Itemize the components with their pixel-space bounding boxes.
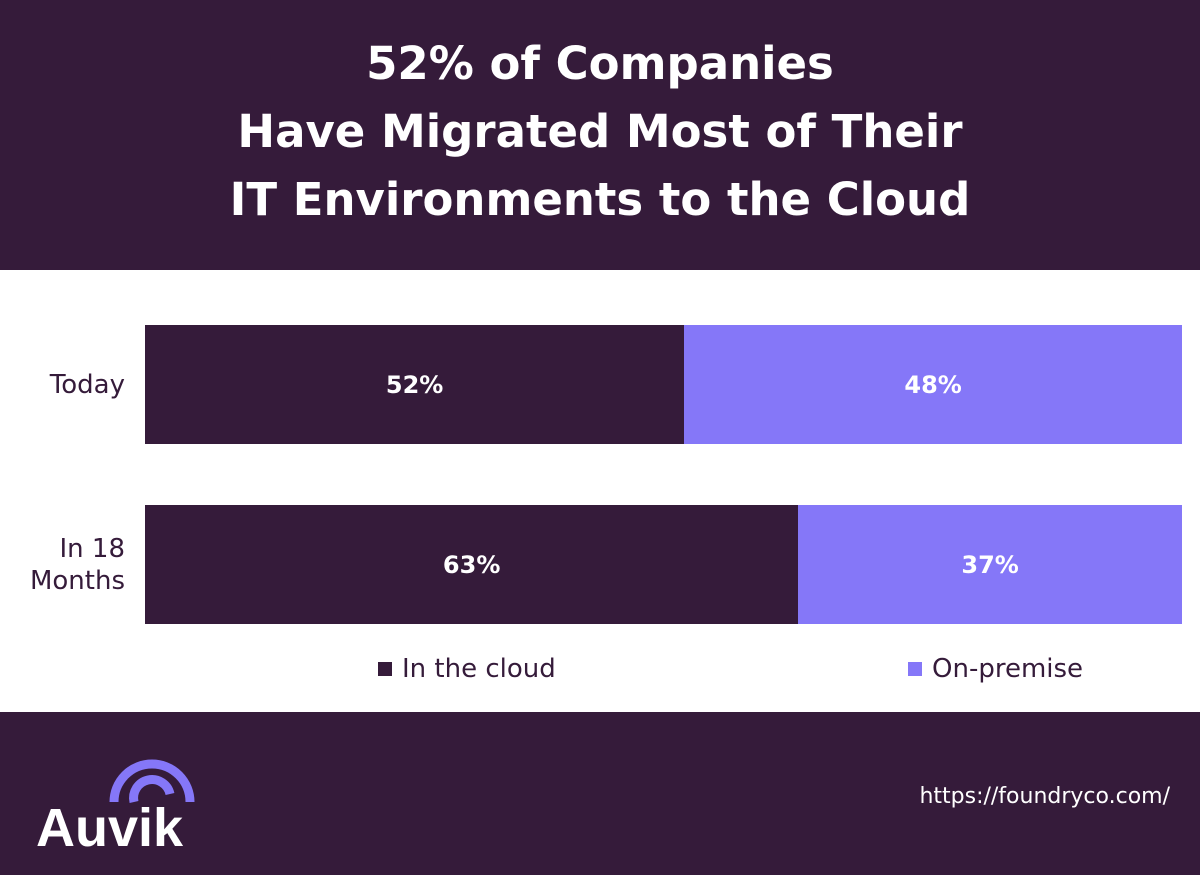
source-url: https://foundryco.com/ — [919, 784, 1170, 809]
legend-label: On-premise — [932, 654, 1084, 684]
title-line-1: 52% of Companies — [366, 37, 834, 90]
logo-text: Auvik — [36, 798, 184, 852]
bar-segment: 52% — [145, 325, 685, 444]
title-line-3: IT Environments to the Cloud — [229, 173, 971, 226]
bar-segment: 48% — [684, 325, 1182, 444]
data-label: 63% — [442, 550, 501, 579]
legend-swatch — [908, 662, 922, 676]
data-label: 52% — [385, 370, 444, 399]
chart-title: 52% of Companies Have Migrated Most of T… — [230, 30, 971, 234]
legend-swatch — [378, 662, 392, 676]
category-label: Today — [49, 369, 125, 400]
category-label: In 18 Months — [29, 533, 125, 596]
title-line-2: Have Migrated Most of Their — [237, 105, 963, 158]
data-label: 48% — [904, 370, 962, 399]
legend-item-cloud: In the cloud — [378, 654, 556, 684]
footer: Auvik https://foundryco.com/ — [0, 712, 1200, 875]
data-label: 37% — [961, 550, 1019, 579]
bar-segment: 63% — [145, 505, 799, 624]
header: 52% of Companies Have Migrated Most of T… — [0, 0, 1200, 270]
auvik-logo: Auvik — [36, 759, 195, 852]
bar-segment: 37% — [798, 505, 1182, 624]
legend-item-on-premise: On-premise — [908, 654, 1083, 684]
legend-label: In the cloud — [402, 654, 556, 684]
